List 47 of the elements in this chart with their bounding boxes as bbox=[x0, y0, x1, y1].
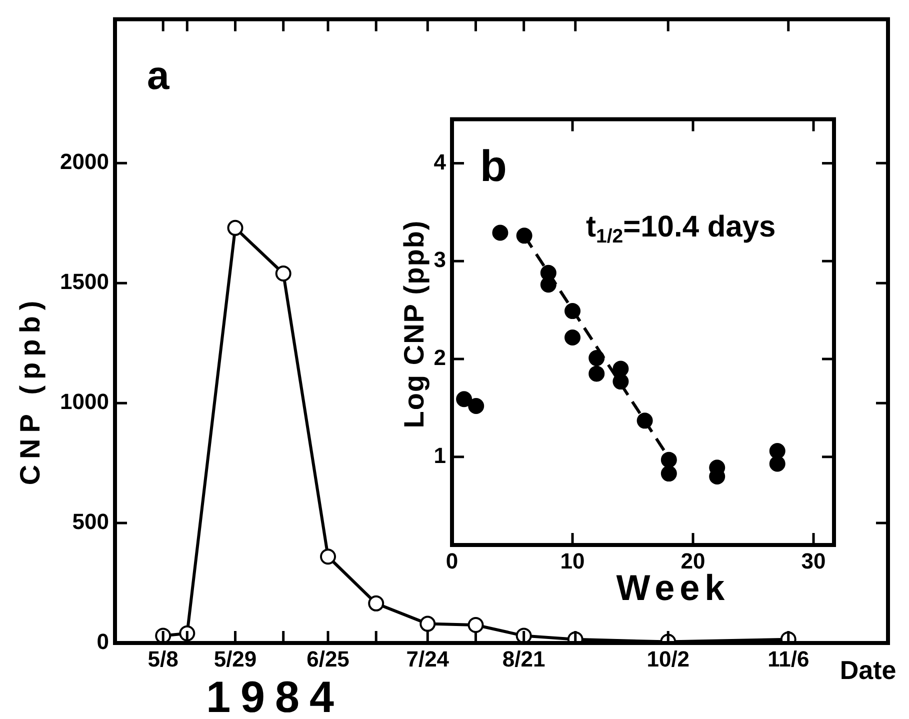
x-axis-title: Date bbox=[840, 655, 896, 686]
point bbox=[420, 616, 436, 632]
x-tick-label: 10/2 bbox=[646, 646, 690, 672]
point bbox=[368, 595, 384, 612]
y-tick-label: 1000 bbox=[60, 389, 109, 414]
point bbox=[769, 456, 786, 472]
y-tick-label: 2000 bbox=[60, 149, 109, 174]
y-tick-label: 1 bbox=[434, 442, 446, 468]
x-tick-label: 5/8 bbox=[148, 646, 178, 672]
point bbox=[612, 360, 629, 377]
point bbox=[540, 276, 556, 293]
point bbox=[227, 220, 244, 236]
point bbox=[492, 224, 508, 241]
y-tick-label: 500 bbox=[72, 509, 109, 534]
point bbox=[275, 266, 292, 282]
y-tick-label: 4 bbox=[434, 149, 447, 174]
point bbox=[468, 398, 484, 414]
point bbox=[320, 548, 336, 565]
point bbox=[456, 391, 472, 408]
point bbox=[588, 366, 605, 382]
y-tick-label: 1500 bbox=[60, 269, 109, 294]
point bbox=[588, 350, 605, 366]
point bbox=[468, 617, 484, 634]
x-tick-label: 10 bbox=[560, 548, 585, 574]
point bbox=[612, 374, 629, 390]
text: a bbox=[147, 54, 170, 98]
point bbox=[564, 329, 581, 346]
y-tick-label: 3 bbox=[434, 247, 446, 272]
x-tick-label: 7/24 bbox=[406, 646, 450, 672]
x-tick-label: 5/29 bbox=[214, 646, 257, 672]
x-tick-label: 30 bbox=[801, 548, 826, 574]
y-axis-title: Log CNP (ppb) bbox=[398, 220, 430, 428]
x-tick-label: 6/25 bbox=[306, 646, 350, 672]
point bbox=[660, 466, 677, 482]
point bbox=[660, 452, 677, 468]
y-tick-label: 2 bbox=[434, 345, 446, 370]
y-axis-title: CNP (ppb) bbox=[14, 294, 46, 486]
point bbox=[516, 228, 532, 244]
x-tick-label: 8/21 bbox=[502, 646, 546, 672]
point bbox=[636, 412, 653, 429]
x-tick-label: 20 bbox=[680, 548, 706, 574]
point bbox=[564, 303, 581, 320]
text: 1984 bbox=[206, 673, 344, 719]
x-tick-label: 11/6 bbox=[768, 646, 810, 672]
text: b bbox=[480, 142, 507, 192]
point bbox=[769, 443, 786, 460]
y-tick-label: 0 bbox=[96, 629, 109, 654]
